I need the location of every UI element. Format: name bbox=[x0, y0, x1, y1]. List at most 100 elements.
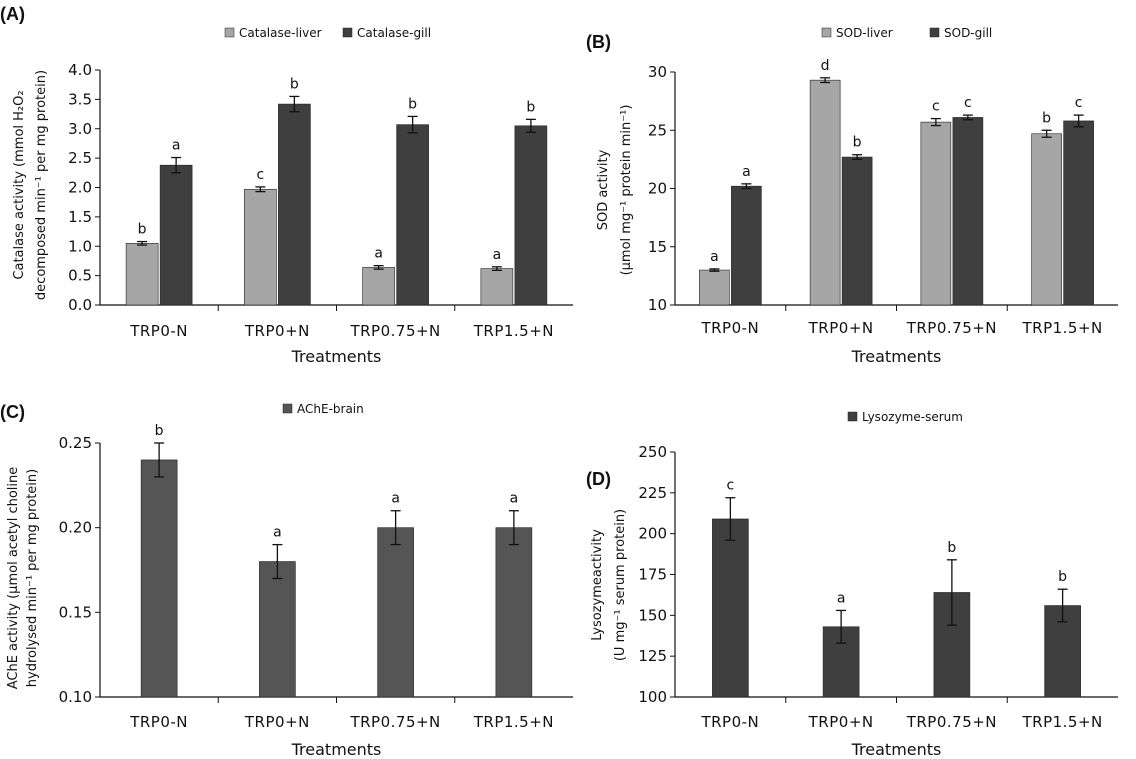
y-axis-label: (U mg⁻¹ serum protein) bbox=[613, 509, 628, 661]
bar bbox=[244, 188, 277, 306]
significance-letter: b bbox=[947, 540, 956, 556]
legend-swatch bbox=[342, 27, 353, 38]
x-category-label: TRP1.5+N bbox=[1021, 713, 1102, 731]
x-axis-label: Treatments bbox=[291, 740, 382, 759]
x-category-label: TRP0.75+N bbox=[906, 319, 997, 337]
y-tick-label: 175 bbox=[638, 566, 667, 584]
y-tick-label: 0.10 bbox=[59, 688, 92, 706]
y-tick-label: 0.0 bbox=[68, 296, 92, 314]
x-category-label: TRP0+N bbox=[808, 319, 874, 337]
bar bbox=[712, 518, 749, 698]
significance-letter: b bbox=[290, 76, 299, 92]
x-category-label: TRP0.75+N bbox=[349, 713, 440, 731]
significance-letter: a bbox=[374, 246, 383, 262]
chart-panel-b: (B) 10 15 20 25 30 TRP0-N TRP0+N TRP0.75+N TRP1.5… bbox=[586, 26, 1118, 366]
y-axis-label: (µmol mg⁻¹ protein min⁻¹) bbox=[619, 105, 634, 276]
y-tick-label: 0.15 bbox=[59, 603, 92, 621]
y-tick-label: 200 bbox=[638, 525, 667, 543]
y-tick-label: 2.5 bbox=[68, 149, 92, 167]
legend-swatch bbox=[929, 27, 940, 38]
y-tick-label: 250 bbox=[638, 443, 667, 461]
significance-letter: d bbox=[821, 58, 830, 74]
y-tick-label: 1.0 bbox=[68, 237, 92, 255]
y-tick-label: 15 bbox=[648, 238, 667, 256]
y-axis-label: decomposed min⁻¹ per mg protein) bbox=[34, 70, 49, 300]
bar bbox=[396, 124, 429, 306]
bar bbox=[495, 527, 533, 698]
legend-label: Catalase-liver bbox=[239, 26, 322, 40]
significance-letter: c bbox=[964, 95, 972, 111]
y-tick-label: 3.5 bbox=[68, 90, 92, 108]
panel-letter: (A) bbox=[0, 4, 25, 24]
panel-letter: (D) bbox=[586, 469, 611, 489]
legend-swatch bbox=[282, 403, 293, 414]
bar bbox=[259, 561, 296, 698]
bar bbox=[278, 103, 311, 306]
bar bbox=[1063, 120, 1094, 306]
y-tick-label: 3.0 bbox=[68, 120, 92, 138]
panel-letter: (B) bbox=[586, 32, 611, 52]
x-category-label: TRP1.5+N bbox=[473, 322, 554, 340]
bar bbox=[159, 164, 193, 306]
significance-letter: a bbox=[391, 491, 400, 507]
significance-letter: b bbox=[1042, 110, 1051, 126]
significance-letter: b bbox=[526, 99, 535, 115]
bar bbox=[841, 156, 873, 306]
chart-panel-d: (D) 100 125 150 175 200 225 250 TRP0-N TRP0+N TRP0… bbox=[586, 410, 1118, 759]
significance-letter: b bbox=[408, 96, 417, 112]
y-tick-label: 25 bbox=[648, 121, 667, 139]
x-category-label: TRP0-N bbox=[129, 713, 188, 731]
significance-letter: a bbox=[172, 138, 181, 154]
y-axis-label: AChE activity (µmol acetyl choline bbox=[6, 467, 21, 690]
significance-letter: c bbox=[257, 167, 265, 183]
significance-letter: a bbox=[493, 247, 502, 263]
significance-letter: c bbox=[932, 99, 940, 115]
significance-letter: a bbox=[273, 525, 282, 541]
bar bbox=[377, 527, 414, 698]
x-category-label: TRP0.75+N bbox=[349, 322, 440, 340]
significance-letter: b bbox=[1058, 569, 1067, 585]
bar bbox=[952, 117, 984, 306]
y-tick-label: 10 bbox=[648, 296, 667, 314]
bar bbox=[731, 185, 762, 306]
legend-label: Lysozyme-serum bbox=[862, 410, 963, 424]
significance-letter: c bbox=[1075, 95, 1083, 111]
bar bbox=[809, 79, 841, 306]
bar bbox=[514, 125, 548, 306]
y-tick-label: 4.0 bbox=[68, 61, 92, 79]
legend-label: Catalase-gill bbox=[357, 26, 431, 40]
x-axis-label: Treatments bbox=[851, 347, 942, 366]
chart-panel-c: (C) 0.10 0.15 0.20 0.25 TRP0-N TRP0+N TRP0.75+N… bbox=[0, 402, 573, 759]
bar bbox=[480, 268, 514, 306]
y-tick-label: 225 bbox=[638, 484, 667, 502]
significance-letter: c bbox=[727, 478, 735, 494]
significance-letter: a bbox=[710, 249, 719, 265]
chart-panel-a: (A) 0.0 0.5 1.0 1.5 2.0 2.5 3.0 3.5 4.0 TRP0-N TRP0… bbox=[0, 4, 573, 366]
y-axis-label: Lysozymeactivity bbox=[590, 529, 605, 641]
legend-label: AChE-brain bbox=[297, 402, 364, 416]
legend-swatch bbox=[224, 27, 235, 38]
x-category-label: TRP1.5+N bbox=[473, 713, 554, 731]
x-category-label: TRP0.75+N bbox=[906, 713, 997, 731]
bar bbox=[920, 121, 952, 306]
x-axis-label: Treatments bbox=[291, 347, 382, 366]
significance-letter: b bbox=[138, 222, 147, 238]
panel-letter: (C) bbox=[0, 402, 25, 422]
y-tick-label: 1.5 bbox=[68, 208, 92, 226]
legend-swatch bbox=[821, 27, 832, 38]
legend-label: SOD-gill bbox=[944, 26, 992, 40]
y-tick-label: 20 bbox=[648, 180, 667, 198]
y-tick-label: 150 bbox=[638, 606, 667, 624]
x-axis-label: Treatments bbox=[851, 740, 942, 759]
significance-letter: b bbox=[853, 135, 862, 151]
y-tick-label: 2.0 bbox=[68, 179, 92, 197]
y-tick-label: 0.25 bbox=[59, 434, 92, 452]
bar bbox=[362, 267, 395, 306]
x-category-label: TRP0+N bbox=[244, 713, 310, 731]
significance-letter: b bbox=[155, 423, 164, 439]
significance-letter: a bbox=[510, 491, 519, 507]
bar bbox=[699, 269, 730, 306]
significance-letter: a bbox=[742, 164, 751, 180]
legend-swatch bbox=[847, 411, 858, 422]
